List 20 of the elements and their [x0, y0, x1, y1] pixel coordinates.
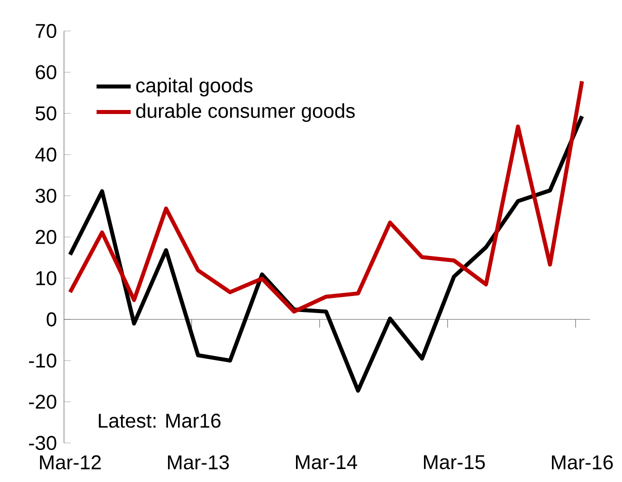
y-tick-label: 50 [36, 106, 56, 120]
y-tick-label: 0 [46, 312, 56, 326]
legend-label: capital goods [136, 78, 252, 96]
y-tick-label: 70 [36, 24, 56, 38]
legend-label: durable consumer goods [136, 103, 355, 122]
y-tick-label: -20 [29, 394, 56, 409]
x-tick-label: Mar-14 [296, 455, 358, 470]
x-tick-label: Mar-13 [168, 455, 229, 470]
y-tick-label: 40 [35, 148, 56, 162]
y-tick-label: -10 [29, 354, 56, 368]
y-tick-label: 10 [36, 271, 56, 286]
line-series [68, 79, 584, 314]
y-tick-label: 60 [36, 65, 56, 80]
x-tick-label: Mar-16 [552, 455, 613, 470]
y-tick-label: -30 [29, 436, 56, 450]
x-tick-label: Mar-12 [40, 455, 101, 470]
y-tick-label: 20 [36, 230, 56, 244]
y-tick-label: 30 [36, 188, 56, 203]
x-tick-label: Mar-15 [424, 455, 485, 470]
annotation: Latest: Mar16 [98, 414, 220, 428]
